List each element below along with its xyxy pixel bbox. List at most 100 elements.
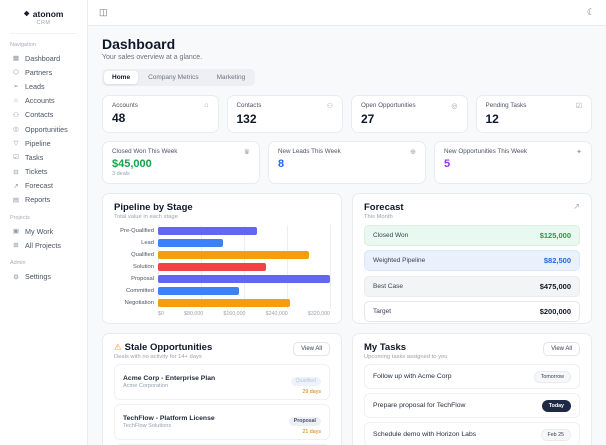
chart-stage-label: Qualified [131,252,154,258]
projects-section-label: Projects [10,215,30,222]
sidebar-item-opportunities[interactable]: ◎ Opportunities [10,122,77,136]
leads-icon: ➢ [13,83,19,91]
chart-bar [158,238,223,248]
report-icon: ▤ [12,196,20,204]
trophy-icon: ♛ [243,149,250,156]
middle-row: Pipeline by Stage Total value in each st… [102,193,592,324]
tab-marketing[interactable]: Marketing [216,74,246,81]
dashboard-icon: ▦ [12,55,20,63]
sidebar-item-tickets[interactable]: ⊟ Tickets [10,165,77,179]
chart-bar [158,226,258,236]
stale-view-all-button[interactable]: View All [293,342,330,356]
tasks-view-all-button[interactable]: View All [543,342,580,356]
dashboard-tabs: Home Company Metrics Marketing [102,69,256,86]
sidebar-item-forecast[interactable]: ↗ Forecast [10,179,77,193]
stat-value: 132 [236,112,257,126]
forecast-row-value: $82,500 [543,256,571,265]
card-new-opportunities-week: New Opportunities This Week ✦ 5 [434,141,592,184]
sidebar-item-label: All Projects [25,240,61,250]
sidebar-toggle-icon[interactable]: ◫ [99,7,108,17]
sidebar-item-label: Leads [25,81,45,91]
nav-section-label: Navigation [10,42,36,48]
sidebar-item-label: Partners [25,67,53,77]
building-icon: ⌂ [204,102,209,109]
stage-badge: Proposal [288,416,321,426]
stale-title: Stale Opportunities [124,342,213,353]
chart-x-axis: $0 $80,000 $160,000 $240,000 $320,000 [158,311,330,317]
logo-icon: ❖ [23,11,30,18]
sidebar-item-accounts[interactable]: ⌂ Accounts [10,94,77,108]
forecast-row: Best Case $475,000 [364,275,580,297]
task-row[interactable]: Schedule demo with Horizon Labs Feb 25 [364,422,580,445]
stale-opportunity-row[interactable]: Acme Corp - Enterprise Plan Acme Corpora… [114,364,330,400]
highlight-subtext: 3 deals [112,171,130,177]
forecast-row: Closed Won $125,000 [364,224,580,246]
task-due-badge: Tomorrow [533,370,571,383]
chart-x-tick: $80,000 [184,311,204,317]
forecast-panel: Forecast This Month ↗ Closed Won $125,00… [352,193,592,324]
opportunity-company: TechFlow Solutions [123,423,172,430]
stat-label: Pending Tasks [485,102,527,109]
opportunity-title: Acme Corp - Enterprise Plan [123,374,216,382]
partners-icon: ⬡ [13,69,19,77]
chart-x-tick: $0 [158,311,164,317]
theme-toggle-icon[interactable]: ☾ [586,7,595,17]
chart-plot [158,225,331,309]
highlight-value: 8 [278,158,285,170]
stat-value: 12 [485,112,499,126]
forecast-row-value: $125,000 [539,230,571,240]
task-title: Schedule demo with Horizon Labs [373,431,477,438]
highlight-subtext [278,171,416,177]
task-row[interactable]: Prepare proposal for TechFlow Today [364,393,580,418]
sidebar-item-label: Accounts [25,96,55,106]
sidebar-item-pipeline[interactable]: ▽ Pipeline [10,136,77,150]
sidebar-item-tasks[interactable]: ☑ Tasks [10,150,77,164]
stale-opportunity-row[interactable]: TechFlow - Platform License TechFlow Sol… [114,404,330,440]
sidebar-item-partners[interactable]: ⬡ Partners [10,65,77,79]
card-closed-won-week: Closed Won This Week ♛ $45,000 3 deals [102,141,260,184]
building-icon: ⌂ [14,97,18,105]
sidebar-item-label: Opportunities [25,124,68,134]
admin-list: ⚙ Settings [10,269,77,283]
sidebar-item-my-work[interactable]: ▣ My Work [10,224,77,238]
chart-bar [158,298,290,308]
sidebar-item-contacts[interactable]: ⚇ Contacts [10,108,77,122]
target-icon: ◎ [451,103,458,110]
forecast-row-label: Best Case [373,282,403,290]
sidebar-item-reports[interactable]: ▤ Reports [10,193,77,207]
forecast-row-value: $475,000 [539,281,571,291]
forecast-rows: Closed Won $125,000 Weighted Pipeline $8… [364,224,580,322]
chart-bar [158,274,330,284]
tab-company-metrics[interactable]: Company Metrics [148,74,199,81]
sidebar-item-leads[interactable]: ➢ Leads [10,79,77,93]
chart-bar [158,262,266,272]
sidebar-item-settings[interactable]: ⚙ Settings [10,269,77,283]
sidebar-item-all-projects[interactable]: ⊞ All Projects [10,238,77,252]
sidebar-item-dashboard[interactable]: ▦ Dashboard [10,51,77,65]
stale-subtitle: Deals with no activity for 14+ days [114,354,202,360]
checklist-icon: ☑ [575,103,582,110]
stale-days: 21 days [302,429,321,435]
task-list: Follow up with Acme Corp Tomorrow Prepar… [364,364,580,445]
task-row[interactable]: Follow up with Acme Corp Tomorrow [364,364,580,389]
stat-value: 48 [112,111,126,125]
highlight-label: New Opportunities This Week [444,148,528,155]
highlight-label: New Leads This Week [278,148,341,155]
chart-stage-label: Proposal [131,276,154,282]
pipeline-chart-panel: Pipeline by Stage Total value in each st… [102,193,342,324]
stat-card-contacts: Contacts ⚇ 132 [226,95,343,133]
sidebar: ❖ atonom CRM Navigation ▦ Dashboard ⬡ Pa… [0,0,88,445]
chart-subtitle: Total value in each stage [114,214,178,220]
stale-days: 29 days [302,389,321,395]
trending-up-icon: ↗ [13,182,19,190]
chart-x-tick: $240,000 [265,311,288,317]
sidebar-item-label: Tasks [25,152,44,162]
stat-card-pending-tasks: Pending Tasks ☑ 12 [475,95,592,133]
forecast-title: Forecast [364,202,404,213]
sidebar-item-label: Dashboard [25,53,61,63]
chart-x-tick: $160,000 [223,311,246,317]
tab-home[interactable]: Home [104,71,139,84]
app-name: atonom [32,9,64,19]
forecast-row-label: Weighted Pipeline [373,257,426,264]
sidebar-item-label: My Work [25,226,54,236]
